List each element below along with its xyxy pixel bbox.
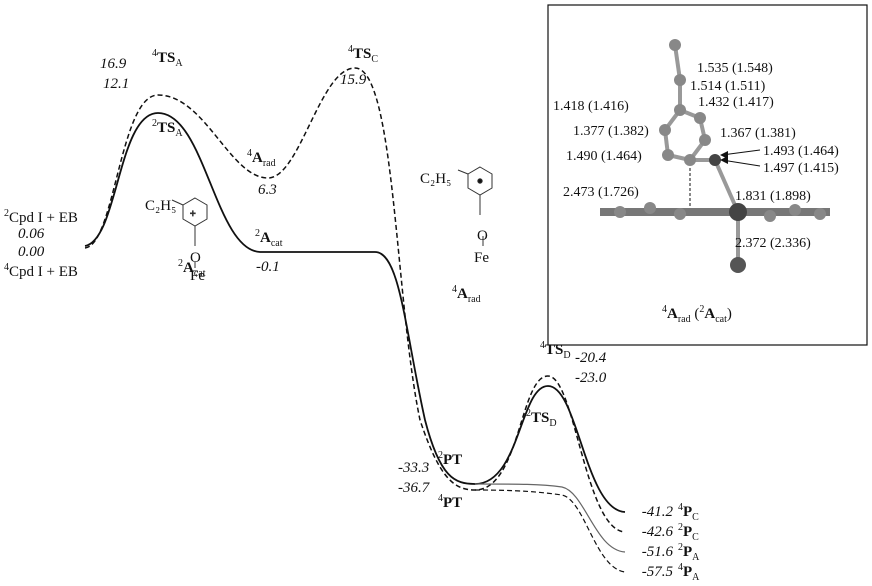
label: 1.497 (1.415) <box>763 161 839 176</box>
species-name: A <box>704 306 715 322</box>
subscript: A <box>175 58 183 69</box>
label: -0.1 <box>256 259 280 275</box>
subscript: A <box>175 128 183 139</box>
species-name: TS <box>531 410 549 426</box>
reactant-label: 2Cpd I + EB <box>4 208 78 226</box>
species-name: P <box>683 544 692 560</box>
label: -20.4 <box>575 350 607 366</box>
species-label: 2PC <box>678 522 699 543</box>
paren: ( <box>691 306 700 322</box>
label: -51.6 <box>642 544 674 560</box>
species-name: TS <box>545 342 563 358</box>
species-label: 2Acat <box>255 228 283 249</box>
species-name: TS <box>353 46 371 62</box>
label: -33.3 <box>398 460 429 476</box>
energy-profile: + 4TSA2TSA4TSC4Arad2Acat4TS <box>0 0 872 586</box>
label: 1.831 (1.898) <box>735 189 811 204</box>
species-label: 4TSA <box>152 48 183 69</box>
reactant-name: Cpd I + EB <box>9 210 78 226</box>
subscript: C <box>692 512 699 523</box>
species-label: 4TSC <box>348 44 378 65</box>
subscript: D <box>563 350 570 361</box>
label: 1.514 (1.511) <box>690 79 766 94</box>
label: O <box>477 228 488 244</box>
label: C₂H₅ <box>145 198 176 214</box>
label: 0.00 <box>18 244 45 260</box>
species-name: A <box>260 230 271 246</box>
label: C₂H₅ <box>420 171 451 187</box>
label: -41.2 <box>642 504 674 520</box>
label: -57.5 <box>642 564 674 580</box>
label: 1.418 (1.416) <box>553 99 629 114</box>
label: 1.432 (1.417) <box>698 95 774 110</box>
species-name: P <box>683 564 692 580</box>
label: 15.9 <box>340 72 367 88</box>
species-label: 4PC <box>678 502 699 523</box>
species-label: 4Arad <box>247 148 276 169</box>
species-name: P <box>683 524 692 540</box>
species-label: 2Acat <box>178 258 206 279</box>
subscript: D <box>549 418 556 429</box>
subscript: rad <box>468 294 481 305</box>
subscript: rad <box>678 314 691 325</box>
reactant-label: 4Cpd I + EB <box>4 262 78 280</box>
label: 1.493 (1.464) <box>763 144 839 159</box>
species-label: 2PA <box>678 542 700 563</box>
paren: ) <box>727 306 732 322</box>
label: 2.372 (2.336) <box>735 236 811 251</box>
subscript: rad <box>263 158 276 169</box>
species-label: 4PA <box>678 562 700 583</box>
label: -23.0 <box>575 370 607 386</box>
species-name: PT <box>443 495 462 511</box>
species-name: P <box>683 504 692 520</box>
species-label: 2TSA <box>152 118 183 139</box>
species-name: PT <box>443 452 462 468</box>
subscript: cat <box>715 314 727 325</box>
species-label: 4Arad <box>452 284 481 305</box>
label: 1.490 (1.464) <box>566 149 642 164</box>
quartet-curve <box>85 68 625 532</box>
label: -36.7 <box>398 480 431 496</box>
label: 6.3 <box>258 182 277 198</box>
label: 1.535 (1.548) <box>697 61 773 76</box>
ring-cation: + <box>172 198 207 246</box>
subscript: A <box>692 572 700 583</box>
label: 12.1 <box>103 76 129 92</box>
species-name: A <box>183 260 194 276</box>
label: 0.06 <box>18 226 45 242</box>
subscript: A <box>692 552 700 563</box>
species-label: 4PT <box>438 493 462 511</box>
species-name: A <box>252 150 263 166</box>
species-name: A <box>667 306 678 322</box>
label: 1.377 (1.382) <box>573 124 649 139</box>
species-name: TS <box>157 50 175 66</box>
subscript: C <box>692 532 699 543</box>
quartet-branch <box>475 490 625 572</box>
plus-sign: + <box>190 209 196 220</box>
label: 16.9 <box>100 56 127 72</box>
subscript: cat <box>194 268 206 279</box>
label: Fe <box>474 250 489 266</box>
subscript: C <box>371 54 378 65</box>
reactant-name: Cpd I + EB <box>9 264 78 280</box>
label: 1.367 (1.381) <box>720 126 796 141</box>
species-name: TS <box>157 120 175 136</box>
doublet-curve <box>85 113 625 512</box>
species-name: A <box>457 286 468 302</box>
label: -42.6 <box>642 524 674 540</box>
label: 2.473 (1.726) <box>563 185 639 200</box>
species-label: 2TSD <box>526 408 557 429</box>
subscript: cat <box>271 238 283 249</box>
